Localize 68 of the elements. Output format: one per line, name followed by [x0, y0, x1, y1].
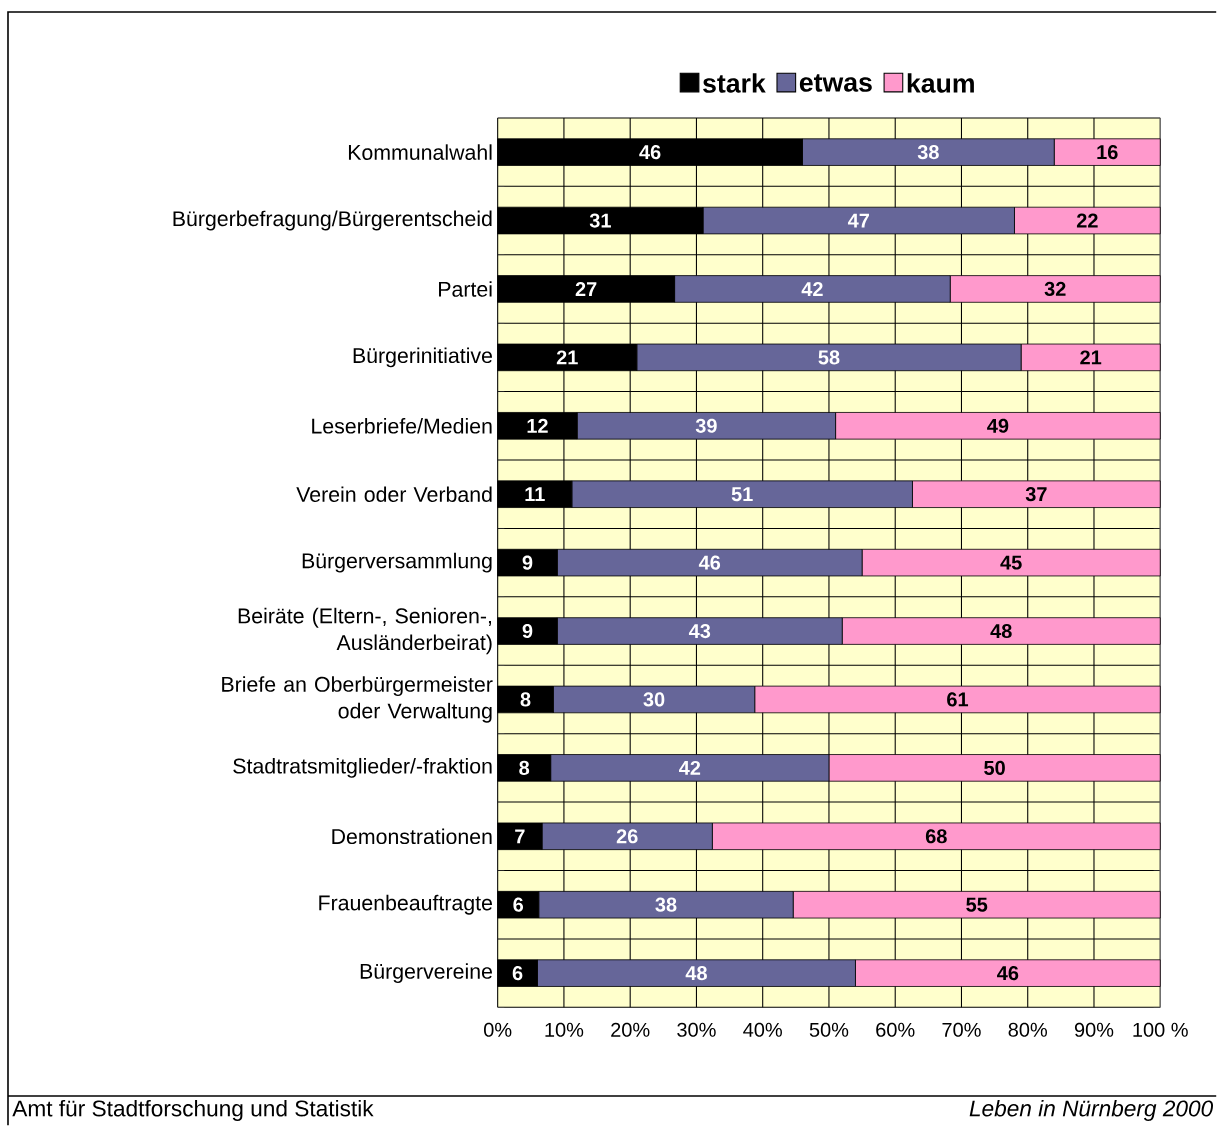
x-tick-label: 90%	[1074, 1022, 1114, 1037]
x-tick-label: 0%	[484, 1022, 512, 1037]
data-label: 48	[685, 966, 707, 981]
data-label: 8	[519, 760, 530, 775]
data-label: 16	[1097, 145, 1118, 160]
data-label: 9	[522, 555, 533, 570]
x-tick-label: 10%	[545, 1022, 584, 1037]
legend-label: kaum	[907, 73, 974, 93]
y-tick-label: Bürgerversammlung	[302, 552, 492, 573]
data-label: 21	[1080, 350, 1102, 365]
y-tick-label: Kommunalwahl	[348, 144, 492, 160]
data-label: 6	[512, 966, 523, 981]
y-tick-label: Demonstrationen	[332, 828, 492, 845]
data-label: 51	[731, 487, 753, 502]
y-tick-label: Leserbriefe/Medien	[312, 417, 492, 434]
data-label: 42	[679, 760, 701, 775]
text: Amt für Stadtforschung und Statistik	[12, 1099, 374, 1121]
data-label: 31	[589, 213, 611, 228]
y-tick-label: Stadtratsmitglieder/-fraktion	[233, 757, 492, 778]
data-label: 38	[917, 145, 939, 160]
data-label: 48	[990, 623, 1012, 639]
x-tick-label: 40%	[743, 1022, 782, 1037]
data-label: 49	[987, 418, 1009, 433]
data-label: 11	[525, 487, 545, 502]
data-label: 30	[643, 692, 665, 707]
data-label: 50	[984, 760, 1005, 775]
y-tick-label: Bürgervereine	[360, 963, 492, 984]
data-label: 45	[1000, 555, 1022, 570]
data-label: 9	[522, 623, 533, 639]
x-tick-label: 100 %	[1133, 1022, 1188, 1037]
legend-label: stark	[703, 73, 766, 93]
data-label: 55	[966, 897, 988, 912]
data-label: 32	[1044, 281, 1066, 297]
y-tick-label: Bürgerinitiative	[353, 347, 492, 368]
data-label: 46	[639, 145, 661, 160]
data-label: 22	[1076, 213, 1098, 228]
data-label: 12	[527, 418, 548, 433]
data-label: 46	[997, 966, 1019, 981]
data-label: 6	[513, 897, 524, 912]
data-label: 8	[520, 692, 531, 707]
x-tick-label: 60%	[876, 1022, 915, 1037]
data-label: 68	[925, 829, 947, 844]
data-label: 58	[818, 350, 840, 365]
x-tick-label: 70%	[942, 1022, 981, 1037]
data-label: 43	[688, 623, 711, 639]
y-tick-label: Frauenbeauftragte	[319, 894, 492, 915]
y-tick-label: Bürgerbefragung/Bürgerentscheid	[173, 210, 492, 231]
y-tick-label: Verein oder Verband	[296, 486, 492, 503]
x-tick-label: 20%	[611, 1022, 650, 1037]
x-tick-label: 30%	[677, 1022, 716, 1037]
data-label: 42	[801, 281, 823, 296]
data-label: 46	[698, 555, 721, 570]
data-label: 47	[847, 213, 870, 228]
data-label: 26	[616, 829, 638, 844]
y-tick-label: Partei	[439, 281, 492, 297]
data-label: 61	[947, 692, 969, 707]
y-tick-label: Beiräte (Eltern-, Senioren-, Ausländerbeirat)	[238, 607, 492, 655]
legend-label: etwas	[799, 74, 872, 92]
x-tick-label: 80%	[1008, 1022, 1047, 1037]
data-label: 27	[575, 281, 597, 296]
y-tick-label: Briefe an Oberbürgermeister oder Verwaltung	[222, 676, 493, 723]
data-label: 7	[515, 829, 525, 844]
data-label: 37	[1025, 487, 1047, 502]
data-label: 38	[655, 897, 677, 912]
text: Leben in Nürnberg 2000	[969, 1099, 1214, 1121]
x-tick-label: 50%	[809, 1022, 849, 1037]
data-label: 39	[695, 418, 717, 433]
data-label: 21	[556, 350, 578, 365]
